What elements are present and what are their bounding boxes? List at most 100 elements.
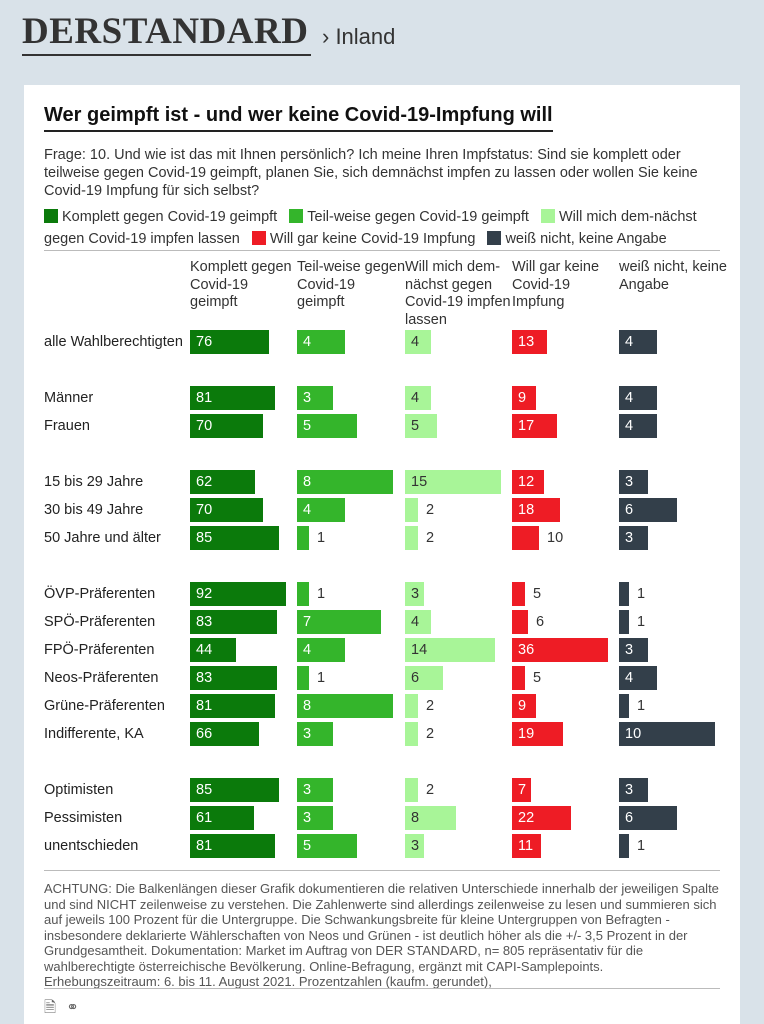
survey-question: Frage: 10. Und wie ist das mit Ihnen per… <box>44 147 698 199</box>
data-label: 2 <box>426 530 435 546</box>
bar <box>512 778 531 802</box>
data-label: 4 <box>303 502 312 518</box>
divider-footer <box>44 988 720 989</box>
site-header: DERSTANDARD › Inland <box>0 0 764 84</box>
bar <box>405 386 431 410</box>
bar <box>405 526 418 550</box>
section-breadcrumb[interactable]: › Inland <box>322 24 396 49</box>
data-label: 4 <box>411 334 420 350</box>
bar <box>405 694 418 718</box>
bar <box>619 722 715 746</box>
bar <box>190 638 236 662</box>
bar <box>405 610 431 634</box>
data-label: 2 <box>426 782 435 798</box>
data-label: 10 <box>547 530 564 546</box>
document-icon[interactable]: 🗎 <box>44 999 57 1016</box>
bar <box>297 610 381 634</box>
bar <box>405 666 443 690</box>
row-label: FPÖ-Präferenten <box>44 642 155 658</box>
data-label: 5 <box>533 670 542 686</box>
bar <box>619 610 629 634</box>
data-label: 1 <box>317 530 326 546</box>
legend-item-komplett: Komplett gegen Covid-19 geimpft <box>44 209 277 225</box>
bar <box>297 470 393 494</box>
data-label: 3 <box>625 642 634 658</box>
data-label: 3 <box>303 810 312 826</box>
data-label: 61 <box>196 810 213 826</box>
bar <box>512 386 536 410</box>
row-label: Grüne-Präferenten <box>44 698 165 714</box>
site-logo[interactable]: DERSTANDARD <box>22 11 309 52</box>
data-label: 81 <box>196 390 213 406</box>
bar <box>512 610 528 634</box>
data-label: 85 <box>196 530 213 546</box>
bar <box>512 638 608 662</box>
bar <box>297 582 309 606</box>
bar <box>405 498 418 522</box>
legend-swatch <box>289 209 304 223</box>
data-label: 4 <box>625 670 634 686</box>
legend-label: Will gar keine Covid-19 Impfung <box>269 231 476 247</box>
data-label: 36 <box>518 642 535 658</box>
bar <box>297 834 357 858</box>
data-label: 8 <box>411 810 420 826</box>
data-label: 6 <box>411 670 420 686</box>
bar <box>512 806 571 830</box>
data-label: 4 <box>625 390 634 406</box>
data-label: 76 <box>196 334 213 350</box>
data-label: 3 <box>411 586 420 602</box>
data-label: 8 <box>303 698 312 714</box>
data-label: 9 <box>518 390 527 406</box>
data-label: 10 <box>625 726 642 742</box>
data-label: 4 <box>625 334 634 350</box>
bar <box>297 414 357 438</box>
bar <box>190 778 279 802</box>
data-label: 66 <box>196 726 213 742</box>
data-label: 1 <box>637 614 646 630</box>
legend-item-teilweise: Teil-weise gegen Covid-19 geimpft <box>289 209 529 225</box>
link-icon[interactable]: ⚭ <box>66 999 79 1016</box>
data-label: 4 <box>411 614 420 630</box>
row-label: Neos-Präferenten <box>44 670 159 686</box>
bar <box>619 638 648 662</box>
legend-swatch <box>540 209 555 223</box>
bar <box>405 834 424 858</box>
bar <box>512 414 557 438</box>
data-label: 83 <box>196 670 213 686</box>
data-label: 1 <box>637 698 646 714</box>
data-label: 22 <box>518 810 535 826</box>
data-label: 15 <box>411 474 428 490</box>
bar <box>190 498 263 522</box>
bar <box>405 638 495 662</box>
data-label: 18 <box>518 502 535 518</box>
legend-label: weiß nicht, keine Angabe <box>505 231 667 247</box>
bar <box>190 694 275 718</box>
row-label: Pessimisten <box>44 810 123 826</box>
data-label: 62 <box>196 474 213 490</box>
bar <box>297 638 345 662</box>
bar <box>512 582 525 606</box>
column-header: Komplett gegen Covid-19 geimpft <box>190 259 292 310</box>
legend-swatch <box>251 231 266 245</box>
data-label: 4 <box>625 418 634 434</box>
row-label: Frauen <box>44 418 90 434</box>
bar <box>512 834 541 858</box>
bar <box>619 526 648 550</box>
bar <box>512 526 539 550</box>
bar <box>619 666 657 690</box>
bar <box>405 778 418 802</box>
bar <box>190 330 269 354</box>
data-label: 3 <box>303 782 312 798</box>
data-label: 14 <box>411 642 428 658</box>
data-label: 6 <box>625 502 634 518</box>
legend-label: Will mich dem-nächst gegen Covid-19 impf… <box>44 209 697 247</box>
data-label: 70 <box>196 418 213 434</box>
data-label: 5 <box>533 586 542 602</box>
data-label: 9 <box>518 698 527 714</box>
data-label: 11 <box>518 838 534 854</box>
row-label: 30 bis 49 Jahre <box>44 502 144 518</box>
bar <box>619 330 657 354</box>
bar <box>512 666 525 690</box>
bar <box>297 806 333 830</box>
bar <box>297 778 333 802</box>
